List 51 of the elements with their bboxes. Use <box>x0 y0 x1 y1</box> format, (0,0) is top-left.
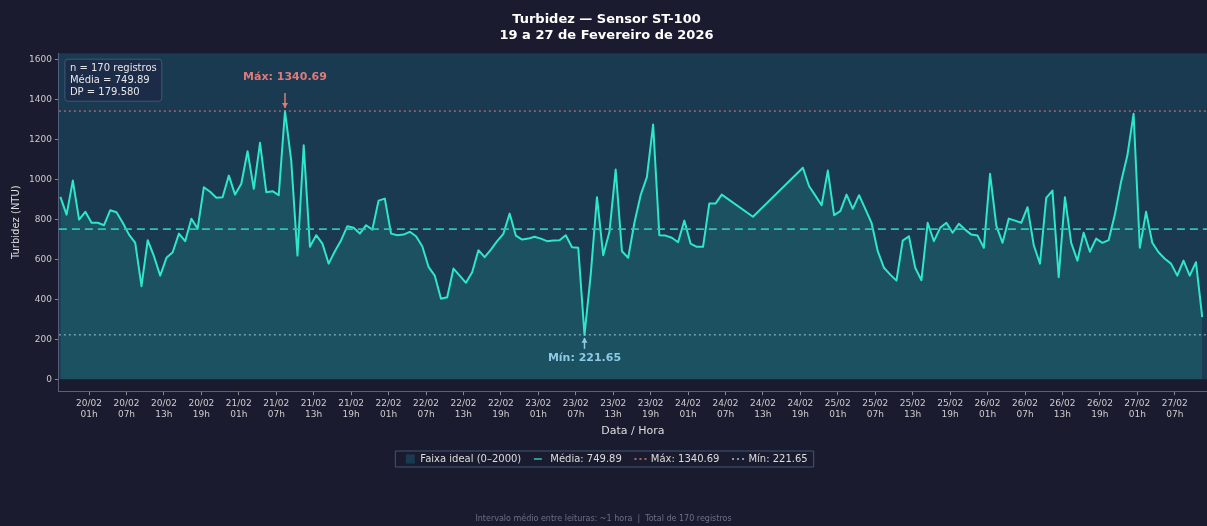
x-tick-label: 24/02 07h <box>712 397 739 419</box>
x-tick-label: 22/02 07h <box>413 397 439 419</box>
x-tick-label: 21/02 13h <box>300 397 327 419</box>
x-tick-label: 26/02 19h <box>1086 397 1113 419</box>
x-tick-label: 27/02 01h <box>1124 397 1151 419</box>
x-tick-label: 24/02 01h <box>675 397 702 419</box>
y-axis-title: Turbidez (NTU) <box>9 185 21 261</box>
x-tick-label: 27/02 07h <box>1161 397 1188 419</box>
y-tick-label: 800 <box>34 213 53 224</box>
chart-title: Turbidez — Sensor ST-100 <box>512 11 701 27</box>
text: Intervalo médio entre leituras: ~1 hora | Total de 170 registros <box>475 513 732 524</box>
x-tick-label: 25/02 01h <box>824 397 851 419</box>
legend-label: Média: 749.89 <box>550 452 622 464</box>
legend-label: Mín: 221.65 <box>748 452 808 464</box>
y-tick-label: 200 <box>34 333 53 344</box>
x-tick-label: 22/02 19h <box>487 397 514 419</box>
annotation: Mín: 221.65 <box>547 351 622 365</box>
x-tick-label: 20/02 01h <box>76 397 103 419</box>
x-tick-label: 21/02 19h <box>338 397 365 419</box>
x-tick-label: 25/02 13h <box>899 397 926 419</box>
annotation: n = 170 registros Média = 749.89 DP = 179.580 <box>69 61 157 97</box>
x-tick-label: 21/02 07h <box>263 397 290 419</box>
legend-label: Máx: 1340.69 <box>650 452 720 464</box>
x-tick-label: 22/02 01h <box>375 397 402 419</box>
x-tick-label: 25/02 07h <box>862 397 889 419</box>
x-tick-label: 20/02 07h <box>113 397 140 419</box>
y-tick-label: 0 <box>46 373 53 384</box>
x-tick-label: 24/02 19h <box>787 397 814 419</box>
x-tick-label: 23/02 19h <box>637 397 664 419</box>
x-tick-label: 20/02 13h <box>150 397 177 419</box>
x-tick-label: 25/02 19h <box>937 397 964 419</box>
x-tick-label: 23/02 01h <box>525 397 552 419</box>
x-tick-label: 20/02 19h <box>188 397 215 419</box>
x-tick-label: 22/02 13h <box>450 397 477 419</box>
x-tick-label: 23/02 07h <box>562 397 589 419</box>
y-tick-label: 1400 <box>29 93 53 104</box>
x-axis-title: Data / Hora <box>601 424 665 438</box>
x-tick-label: 26/02 01h <box>974 397 1001 419</box>
y-tick-label: 1200 <box>29 133 53 144</box>
chart-subtitle: 19 a 27 de Fevereiro de 2026 <box>499 26 714 42</box>
x-tick-label: 26/02 13h <box>1049 397 1076 419</box>
x-tick-label: 23/02 13h <box>600 397 627 419</box>
y-tick-label: 400 <box>34 293 53 304</box>
x-tick-label: 21/02 01h <box>225 397 252 419</box>
annotation: Máx: 1340.69 <box>243 70 327 84</box>
y-tick-label: 1000 <box>29 173 53 184</box>
y-tick-label: 600 <box>34 253 53 264</box>
x-tick-label: 26/02 07h <box>1012 397 1038 419</box>
x-tick-label: 24/02 13h <box>749 397 776 419</box>
y-tick-label: 1600 <box>29 53 53 64</box>
legend-label: Faixa ideal (0–2000) <box>420 452 522 464</box>
